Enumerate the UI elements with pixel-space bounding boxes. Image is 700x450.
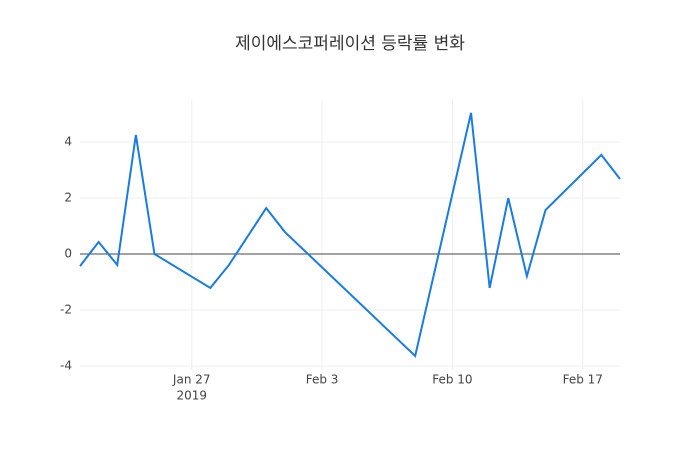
y-tick-label: 4: [64, 135, 72, 149]
x-tick-label: Jan 27: [172, 373, 211, 387]
chart-title: 제이에스코퍼레이션 등락률 변화: [235, 34, 465, 54]
x-tick-label: Feb 10: [432, 373, 472, 387]
x-tick-label: Feb 3: [306, 373, 339, 387]
data-line: [79, 112, 621, 358]
y-tick-label: -4: [60, 359, 72, 373]
x-year-label: 2019: [176, 389, 207, 403]
y-tick-label: -2: [60, 303, 72, 317]
y-tick-label: 0: [64, 247, 72, 261]
y-tick-label: 2: [64, 191, 72, 205]
x-tick-label: Feb 17: [563, 373, 603, 387]
